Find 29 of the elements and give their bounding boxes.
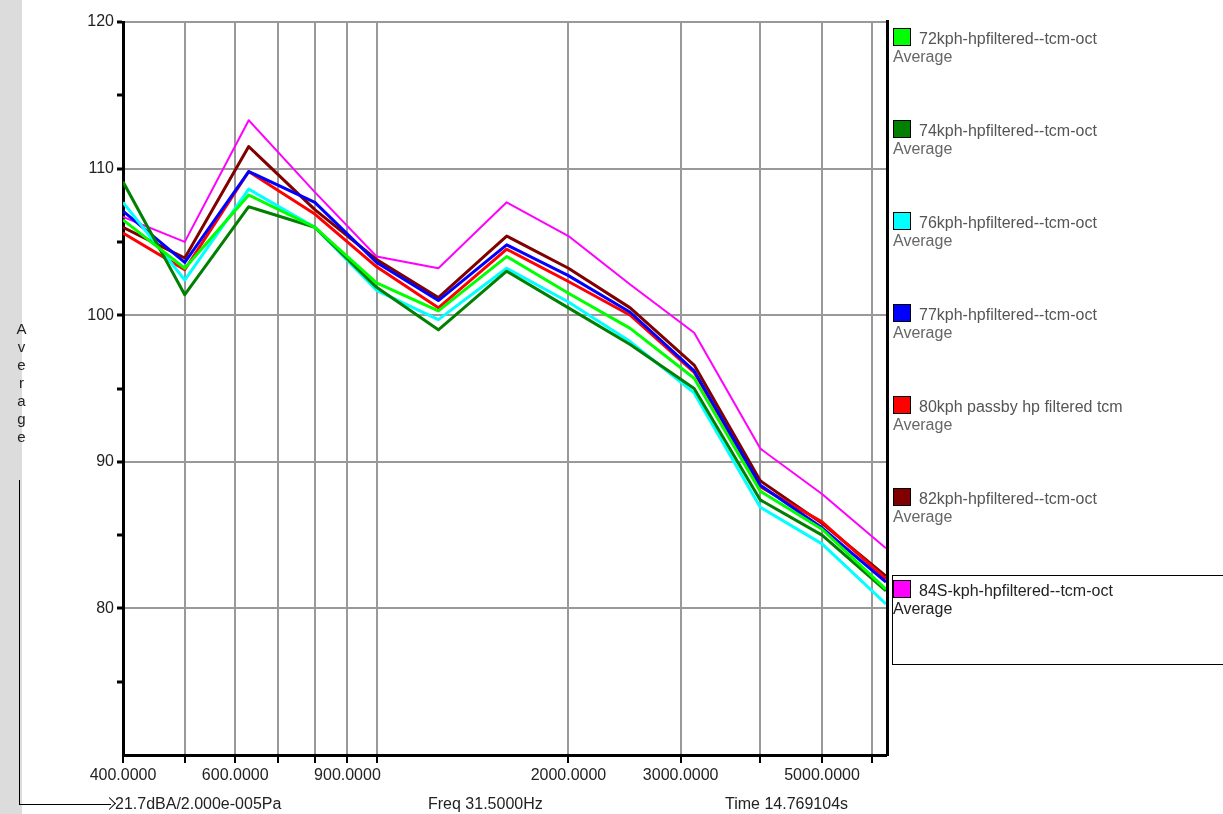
- text: Average: [893, 140, 953, 157]
- y-tick-label: 110: [88, 159, 115, 177]
- legend-label: 84S-kph-hpfiltered--tcm-oct: [919, 582, 1113, 599]
- legend-label: 80kph passby hp filtered tcm: [919, 398, 1123, 415]
- y-tick-label: 120: [87, 12, 115, 30]
- text: Average: [893, 508, 953, 525]
- y-tick-label: 80: [96, 598, 115, 616]
- legend-label: 74kph-hpfiltered--tcm-oct: [919, 122, 1097, 139]
- text: 21.7dBA/2.000e-005Pa: [115, 795, 282, 813]
- text: Average: [893, 416, 953, 433]
- legend-label: 82kph-hpfiltered--tcm-oct: [919, 490, 1097, 507]
- text: Time 14.769104s: [725, 795, 849, 813]
- legend-label: 77kph-hpfiltered--tcm-oct: [919, 306, 1097, 323]
- x-tick-label: 3000.0000: [642, 766, 719, 784]
- y-axis-title: Average: [893, 48, 954, 66]
- x-tick-label: 900.0000: [314, 766, 381, 784]
- x-tick-label: 600.0000: [201, 766, 269, 784]
- text: Average: [893, 600, 953, 617]
- text: Freq 31.5000Hz: [428, 795, 543, 813]
- text: Average: [893, 232, 953, 249]
- x-tick-label: 400.0000: [89, 766, 157, 784]
- text: Average: [13, 320, 30, 446]
- x-tick-label: 2000.0000: [530, 766, 607, 784]
- legend-label: 72kph-hpfiltered--tcm-oct: [919, 30, 1097, 47]
- y-tick-label: 90: [96, 452, 115, 470]
- y-tick-label: 100: [87, 305, 115, 323]
- legend-label: 76kph-hpfiltered--tcm-oct: [919, 214, 1097, 231]
- x-tick-label: 5000.0000: [784, 766, 860, 784]
- text: Average: [893, 324, 953, 341]
